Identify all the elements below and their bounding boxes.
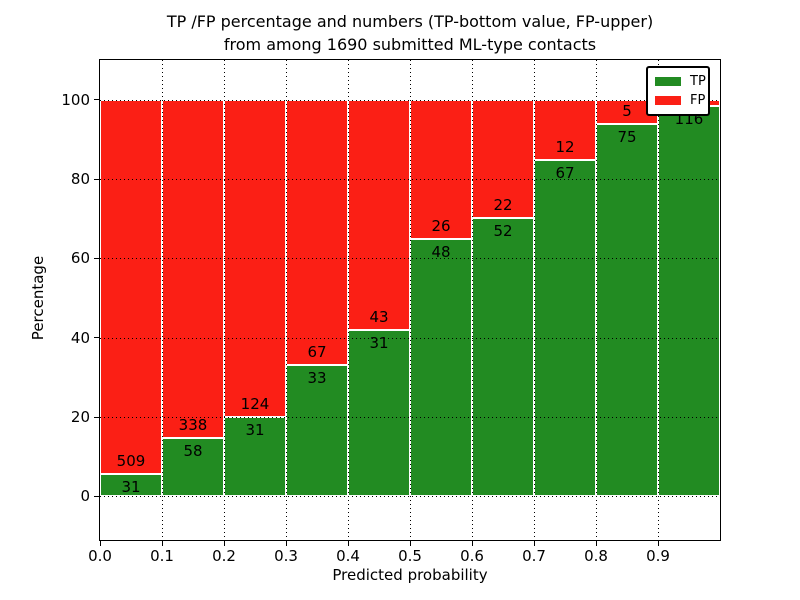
v-gridline-0.8: [596, 60, 597, 540]
v-gridline-0.5: [410, 60, 411, 540]
bar-tp-segment-5: [410, 239, 472, 497]
fp-count-annotation-7: 12: [555, 137, 575, 156]
tp-count-annotation-3: 33: [307, 369, 327, 388]
plot-area: 509 31 338 58 124 31 67 33 43 31 26 48 22 52 12 67 5 75 11…: [100, 60, 720, 540]
x-tick-label-0.8: 0.8: [584, 547, 608, 565]
y-axis-label: Percentage: [29, 255, 47, 341]
y-tick-label-60: 60: [70, 249, 90, 268]
bar-tp-segment-8: [596, 124, 658, 497]
tp-count-annotation-5: 48: [431, 243, 451, 262]
bar-tp-segment-4: [348, 330, 410, 497]
v-gridline-0.7: [534, 60, 535, 540]
x-tick-label-0.3: 0.3: [274, 547, 298, 565]
x-tick-mark-0.6: [471, 541, 473, 546]
y-tick-mark-20: [94, 416, 99, 418]
x-tick-label-0.4: 0.4: [336, 547, 360, 565]
legend-label-fp: FP: [690, 93, 706, 108]
tp-count-annotation-0: 31: [121, 477, 141, 496]
x-tick-label-0.7: 0.7: [522, 547, 546, 565]
tp-count-annotation-2: 31: [245, 421, 265, 440]
bar-tp-segment-0: [100, 473, 162, 497]
fp-count-annotation-1: 338: [178, 416, 208, 435]
x-tick-mark-0.8: [595, 541, 597, 546]
y-tick-label-80: 80: [70, 170, 90, 188]
x-tick-mark-0.5: [409, 541, 411, 546]
y-tick-label-20: 20: [70, 408, 90, 427]
bar-fp-segment-3: [286, 99, 348, 366]
y-tick-label-40: 40: [70, 328, 90, 347]
chart-title: TP /FP percentage and numbers (TP-bottom…: [100, 10, 720, 56]
v-gridline-0.6: [472, 60, 473, 540]
fp-count-annotation-5: 26: [431, 217, 451, 236]
x-tick-mark-0.0: [99, 541, 101, 546]
x-tick-label-0.5: 0.5: [398, 547, 422, 565]
tp-count-annotation-6: 52: [493, 221, 513, 240]
y-tick-mark-100: [94, 99, 99, 101]
fp-count-annotation-0: 509: [116, 451, 146, 470]
x-axis-label: Predicted probability: [332, 566, 488, 584]
y-tick-mark-80: [94, 178, 99, 180]
x-tick-mark-0.7: [533, 541, 535, 546]
tp-count-annotation-1: 58: [183, 442, 203, 461]
x-tick-mark-0.2: [223, 541, 225, 546]
fp-count-annotation-3: 67: [307, 343, 327, 362]
x-tick-mark-0.4: [347, 541, 349, 546]
x-tick-label-0.6: 0.6: [460, 547, 484, 565]
bar-fp-segment-0: [100, 99, 162, 474]
y-tick-mark-60: [94, 257, 99, 259]
bar-fp-segment-6: [472, 99, 534, 218]
chart-title-line-2: from among 1690 submitted ML-type contac…: [223, 35, 597, 54]
legend-entry-fp: FP: [655, 91, 705, 110]
tp-count-annotation-4: 31: [369, 334, 389, 353]
v-gridline-0.3: [286, 60, 287, 540]
legend-swatch-fp: [655, 96, 681, 105]
v-gridline-0.1: [162, 60, 163, 540]
bar-fp-segment-4: [348, 99, 410, 331]
legend-entry-tp: TP: [655, 72, 706, 91]
v-gridline-0.9: [658, 60, 659, 540]
tp-count-annotation-7: 67: [555, 163, 575, 182]
bar-fp-segment-1: [162, 99, 224, 439]
x-tick-label-0.1: 0.1: [150, 547, 174, 565]
y-tick-mark-0: [94, 495, 99, 497]
x-tick-label-0.0: 0.0: [88, 547, 112, 565]
legend: TP FP: [646, 66, 710, 116]
fp-count-annotation-2: 124: [240, 395, 270, 414]
legend-label-tp: TP: [690, 74, 706, 89]
x-tick-mark-0.1: [161, 541, 163, 546]
y-tick-label-100: 100: [61, 90, 90, 109]
x-tick-mark-0.3: [285, 541, 287, 546]
v-gridline-0.4: [348, 60, 349, 540]
tp-count-annotation-8: 75: [617, 128, 637, 147]
fp-count-annotation-4: 43: [369, 308, 389, 327]
bar-tp-segment-9: [658, 106, 720, 497]
legend-swatch-tp: [655, 77, 681, 86]
x-tick-label-0.9: 0.9: [646, 547, 670, 565]
v-gridline-0.2: [224, 60, 225, 540]
fp-count-annotation-6: 22: [493, 195, 513, 214]
fp-count-annotation-8: 5: [622, 102, 632, 121]
bar-fp-segment-2: [224, 99, 286, 417]
chart-title-line-1: TP /FP percentage and numbers (TP-bottom…: [166, 12, 654, 31]
y-tick-label-0: 0: [80, 487, 90, 506]
bar-tp-segment-1: [162, 438, 224, 497]
bar-tp-segment-7: [534, 159, 596, 497]
x-tick-label-0.2: 0.2: [212, 547, 236, 565]
x-tick-mark-0.9: [657, 541, 659, 546]
bar-tp-segment-6: [472, 217, 534, 497]
y-tick-mark-40: [94, 337, 99, 339]
